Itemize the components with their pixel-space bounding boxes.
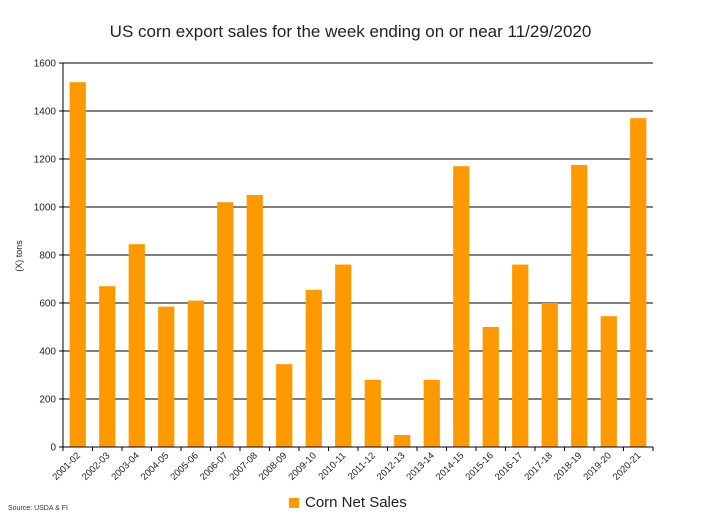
x-tick-label: 2016-17 (493, 450, 525, 482)
x-tick-label: 2002-03 (80, 450, 112, 482)
bar-2007-08 (246, 195, 263, 447)
x-tick-label: 2019-20 (581, 450, 613, 482)
legend-swatch (289, 497, 299, 508)
bar-2010-11 (335, 264, 352, 447)
source-note: Source: USDA & FI (8, 505, 68, 512)
y-tick-label: 0 (50, 443, 56, 454)
y-tick-label: 600 (39, 299, 56, 310)
axes (62, 63, 653, 448)
x-tick-label: 2012-13 (375, 450, 407, 482)
bar-2019-20 (600, 316, 617, 447)
x-tick-label: 2018-19 (552, 450, 584, 482)
x-tick-label: 2017-18 (522, 450, 554, 482)
x-tick-label: 2014-15 (434, 450, 466, 482)
bar-2001-02 (69, 82, 86, 447)
x-tick-label: 2005-06 (168, 450, 200, 482)
x-tick-label: 2006-07 (198, 450, 230, 482)
y-tick-label: 1200 (34, 155, 57, 166)
bar-2012-13 (394, 435, 411, 447)
bars (69, 82, 647, 447)
y-tick-label: 400 (39, 347, 56, 358)
x-tick-label: 2007-08 (227, 450, 259, 482)
y-tick-label: 1400 (34, 107, 57, 118)
x-tick-label: 2004-05 (139, 450, 171, 482)
x-tick-label: 2013-14 (404, 450, 436, 482)
bar-2020-21 (630, 118, 647, 447)
y-tick-label: 200 (39, 395, 56, 406)
y-axis-label: (X) tons (14, 240, 24, 272)
bar-2002-03 (99, 286, 116, 447)
bar-2003-04 (128, 244, 145, 447)
chart-title: US corn export sales for the week ending… (109, 22, 592, 41)
bar-2015-16 (482, 327, 499, 447)
bar-2017-18 (541, 303, 558, 447)
x-tick-label: 2020-21 (611, 450, 643, 482)
bar-2014-15 (453, 166, 470, 447)
bar-2011-12 (364, 379, 381, 447)
legend-label: Corn Net Sales (305, 494, 407, 511)
x-tick-label: 2008-09 (257, 450, 289, 482)
bar-2006-07 (217, 202, 234, 447)
bar-2016-17 (512, 264, 529, 447)
x-tick-label: 2003-04 (109, 450, 141, 482)
y-axis-ticks: 0 200 400 600 800 1000 1200 1400 1600 (34, 59, 63, 454)
bar-2005-06 (187, 300, 204, 447)
x-tick-label: 2009-10 (286, 450, 318, 482)
x-tick-label: 2010-11 (316, 450, 348, 482)
bar-2004-05 (158, 306, 175, 447)
y-tick-label: 800 (39, 251, 56, 262)
x-tick-label: 2011-12 (346, 450, 378, 482)
gridlines (63, 62, 653, 400)
x-axis-ticks: 2001-022002-032003-042004-052005-062006-… (50, 447, 654, 483)
legend: Corn Net Sales (289, 494, 407, 511)
bar-2013-14 (423, 379, 440, 447)
bar-2018-19 (571, 165, 588, 447)
x-tick-label: 2001-02 (50, 450, 82, 482)
x-tick-label: 2015-16 (463, 450, 495, 482)
y-tick-label: 1000 (34, 203, 57, 214)
bar-2008-09 (276, 364, 293, 447)
bar-2009-10 (305, 289, 322, 447)
y-tick-label: 1600 (34, 59, 57, 70)
